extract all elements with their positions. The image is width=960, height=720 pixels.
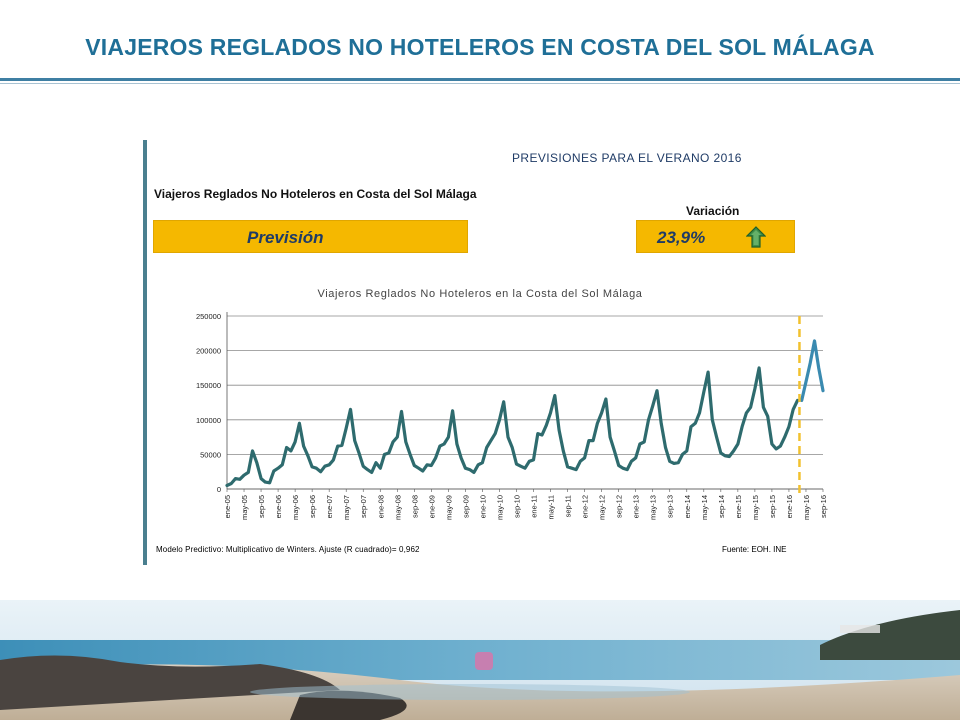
title-divider <box>0 78 960 81</box>
x-tick-label: ene-06 <box>274 495 283 518</box>
series-heading: Viajeros Reglados No Hoteleros en Costa … <box>154 187 477 201</box>
slide-title: VIAJEROS REGLADOS NO HOTELEROS EN COSTA … <box>85 34 875 60</box>
x-tick-label: may-05 <box>240 495 249 520</box>
x-tick-label: ene-08 <box>376 495 385 518</box>
x-tick-label: sep-08 <box>410 495 419 518</box>
forecast-box: Previsión <box>153 220 468 253</box>
x-tick-label: ene-11 <box>530 495 539 518</box>
source-footnote: Fuente: EOH. INE <box>722 545 787 554</box>
x-tick-label: may-10 <box>495 495 504 520</box>
x-tick-label: ene-05 <box>223 495 232 518</box>
chart-title: Viajeros Reglados No Hoteleros en la Cos… <box>317 288 643 300</box>
y-tick-label: 250000 <box>196 312 221 321</box>
panel-accent-bar <box>143 140 147 565</box>
x-tick-label: sep-12 <box>615 495 624 518</box>
x-tick-label: sep-13 <box>666 495 675 518</box>
x-tick-label: sep-14 <box>717 495 726 518</box>
forecast-heading: PREVISIONES PARA EL VERANO 2016 <box>512 151 742 165</box>
x-tick-label: sep-16 <box>819 495 828 518</box>
y-tick-label: 50000 <box>200 450 221 459</box>
observed-series-line <box>225 366 800 488</box>
x-tick-label: sep-06 <box>308 495 317 518</box>
title-divider-thin <box>0 83 960 84</box>
chart-panel <box>143 140 823 565</box>
x-tick-label: may-06 <box>291 495 300 520</box>
variation-value: 23,9% <box>657 228 706 247</box>
x-tick-label: may-13 <box>649 495 658 520</box>
x-tick-label: sep-05 <box>257 495 266 518</box>
x-tick-label: sep-15 <box>768 495 777 518</box>
x-tick-label: ene-15 <box>734 495 743 518</box>
x-tick-label: may-09 <box>444 495 453 520</box>
y-tick-label: 200000 <box>196 347 221 356</box>
model-footnote: Modelo Predictivo: Multiplicativo de Win… <box>156 545 420 554</box>
x-tick-label: may-16 <box>802 495 811 520</box>
x-tick-label: ene-10 <box>478 495 487 518</box>
x-tick-label: sep-10 <box>512 495 521 518</box>
up-arrow-icon <box>746 226 766 248</box>
beach-photo <box>0 600 960 720</box>
x-tick-label: ene-09 <box>427 495 436 518</box>
x-tick-label: sep-07 <box>359 495 368 518</box>
variation-label: Variación <box>686 204 740 218</box>
x-tick-label: ene-07 <box>325 495 334 518</box>
x-tick-label: ene-13 <box>632 495 641 518</box>
x-tick-label: sep-09 <box>461 495 470 518</box>
variation-box: 23,9% <box>636 220 795 253</box>
x-tick-label: ene-12 <box>581 495 590 518</box>
x-tick-label: may-15 <box>751 495 760 520</box>
x-tick-label: may-14 <box>700 495 709 520</box>
y-tick-label: 100000 <box>196 416 221 425</box>
x-tick-label: may-12 <box>598 495 607 520</box>
x-tick-label: may-08 <box>393 495 402 520</box>
line-chart: 0 50000 100000 150000 200000 250000 ene-05 may-… <box>196 312 828 520</box>
forecast-series-line <box>800 339 825 402</box>
x-tick-label: ene-14 <box>683 495 692 518</box>
y-tick-label: 0 <box>217 485 221 494</box>
forecast-label: Previsión <box>247 228 324 247</box>
x-tick-label: may-07 <box>342 495 351 520</box>
x-tick-label: ene-16 <box>785 495 794 518</box>
y-tick-label: 150000 <box>196 381 221 390</box>
x-tick-label: may-11 <box>547 495 556 519</box>
x-tick-label: sep-11 <box>564 495 573 517</box>
